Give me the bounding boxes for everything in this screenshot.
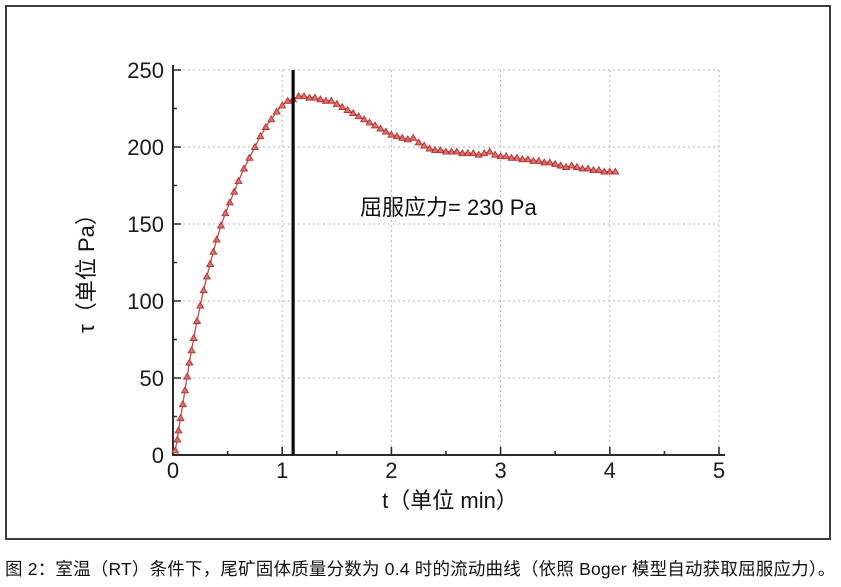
- figure-caption: 图 2：室温（RT）条件下，尾矿固体质量分数为 0.4 时的流动曲线（依照 Bo…: [5, 559, 836, 579]
- x-tick-label: 5: [713, 458, 725, 483]
- figure-frame: 0 1 2 3 4 5 0 50 100 150 200 250: [5, 5, 831, 540]
- flow-curve-series: [171, 92, 620, 454]
- x-axis-title: t（单位 min）: [382, 488, 518, 513]
- y-tick-label: 50: [140, 366, 164, 391]
- tick-marks: [172, 69, 720, 456]
- y-tick-label: 0: [152, 443, 164, 468]
- x-tick-label: 3: [494, 458, 506, 483]
- x-tick-label: 0: [167, 458, 179, 483]
- gridlines: [173, 69, 720, 455]
- y-tick-label: 150: [127, 212, 164, 237]
- y-axis-title: τ（单位 Pa）: [74, 203, 99, 333]
- flow-curve-line: [174, 95, 616, 451]
- axis-lines: [172, 65, 725, 456]
- data-point-markers: [171, 92, 620, 454]
- y-tick-label: 200: [127, 135, 164, 160]
- y-tick-label: 100: [127, 289, 164, 314]
- yield-stress-annotation: 屈服应力= 230 Pa: [360, 195, 537, 220]
- x-tick-label: 4: [604, 458, 616, 483]
- x-tick-label: 2: [385, 458, 397, 483]
- y-tick-label: 250: [127, 58, 164, 83]
- x-tick-label: 1: [276, 458, 288, 483]
